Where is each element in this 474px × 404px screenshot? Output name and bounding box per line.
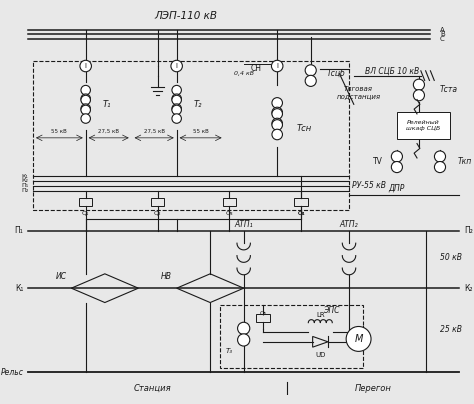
Bar [151,198,164,206]
Text: ЭПС: ЭПС [323,306,339,315]
Text: UD: UD [315,352,326,358]
Circle shape [272,129,283,140]
Text: M: M [355,334,363,344]
Text: 25 кВ: 25 кВ [440,325,462,334]
Circle shape [237,322,250,335]
Circle shape [435,151,446,162]
Text: П₂: П₂ [21,188,28,193]
Text: К₁: К₁ [21,174,28,179]
Bar [79,198,92,206]
Text: Тсн: Тсн [296,124,311,133]
Circle shape [272,109,283,119]
Text: ТV: ТV [373,157,383,166]
Text: I: I [85,63,87,69]
Text: ЛЭП-110 кВ: ЛЭП-110 кВ [155,11,218,21]
Text: Перегон: Перегон [355,384,392,393]
Circle shape [346,326,371,351]
Text: П₁: П₁ [15,226,23,235]
Text: B: B [440,32,445,38]
Circle shape [237,334,250,346]
Text: НВ: НВ [161,272,172,281]
Text: 55 кВ: 55 кВ [51,128,67,134]
Bar [33,61,349,210]
Text: Q₃: Q₃ [226,210,233,215]
Text: П₂: П₂ [464,226,473,235]
Text: 55 кВ: 55 кВ [193,128,209,134]
Circle shape [172,85,182,95]
Circle shape [172,104,182,114]
Bar [256,314,270,322]
Text: АТП₂: АТП₂ [340,219,358,229]
Circle shape [172,95,182,105]
Bar [294,198,308,206]
Circle shape [80,60,91,72]
Text: I: I [276,63,278,69]
Circle shape [81,104,91,114]
Circle shape [272,98,283,108]
Circle shape [172,94,182,103]
Text: T₁: T₁ [103,100,111,109]
Circle shape [81,85,91,95]
Text: Станция: Станция [134,384,172,393]
Circle shape [81,114,91,123]
Circle shape [81,95,91,105]
Text: РУ-55 кВ: РУ-55 кВ [352,181,386,190]
Circle shape [305,75,316,86]
Text: Ткп: Ткп [457,157,472,166]
Circle shape [392,151,402,162]
Circle shape [81,105,91,115]
Circle shape [272,118,283,129]
Text: П₁: П₁ [21,183,28,188]
Text: T₂: T₂ [194,100,202,109]
Text: К₂: К₂ [464,284,473,292]
Circle shape [171,60,182,72]
Text: Тсцб: Тсцб [327,69,346,78]
Text: 0,4 кВ: 0,4 кВ [234,71,254,76]
Circle shape [272,60,283,72]
Text: Q₄: Q₄ [297,210,305,215]
Bar [397,112,449,139]
Text: К₁: К₁ [15,284,23,292]
Circle shape [413,90,425,101]
Text: Релейный
шкаф СЦБ: Релейный шкаф СЦБ [406,120,440,131]
Text: I: I [176,63,178,69]
Bar [220,305,364,368]
Text: К₂: К₂ [21,179,28,183]
Text: Q₄: Q₄ [297,210,305,215]
Text: 27,5 кВ: 27,5 кВ [98,128,119,134]
Circle shape [272,120,283,130]
Text: ДПР: ДПР [389,184,405,193]
Text: АТП₁: АТП₁ [234,219,253,229]
Text: Тста: Тста [440,86,458,95]
Circle shape [413,79,425,90]
Text: ИС: ИС [55,272,66,281]
Text: A: A [440,27,445,33]
Text: 27,5 кВ: 27,5 кВ [144,128,165,134]
Circle shape [305,65,316,76]
Text: Q₁: Q₁ [82,210,90,215]
Text: Рельс: Рельс [0,368,23,377]
Text: 50 кВ: 50 кВ [440,253,462,262]
Text: Т₃: Т₃ [226,348,233,354]
Circle shape [172,105,182,115]
Text: Тяговая
подстанция: Тяговая подстанция [337,86,381,99]
Bar [223,198,236,206]
Text: ВЛ СЦБ 10 кВ: ВЛ СЦБ 10 кВ [365,66,419,75]
Circle shape [272,107,283,118]
Text: Q₂: Q₂ [154,210,161,215]
Text: Q₅: Q₅ [259,311,266,316]
Circle shape [172,114,182,123]
Circle shape [81,94,91,103]
Circle shape [392,162,402,173]
Text: LR: LR [316,312,325,318]
Text: СН: СН [251,64,262,74]
Text: C: C [440,36,445,42]
Circle shape [435,162,446,173]
